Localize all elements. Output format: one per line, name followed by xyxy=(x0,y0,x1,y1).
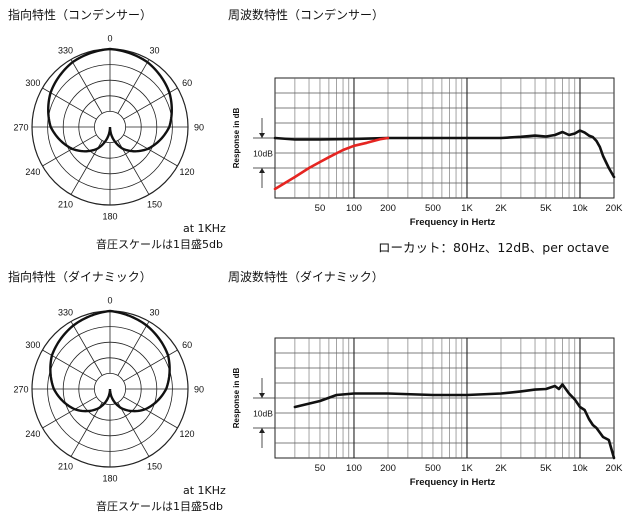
polar-title-dynamic: 指向特性（ダイナミック） xyxy=(8,270,152,284)
x-tick-label: 5K xyxy=(540,203,552,214)
x-tick-label: 200 xyxy=(380,203,396,214)
x-tick-label: 500 xyxy=(425,463,441,474)
x-tick-label: 1K xyxy=(461,463,473,474)
polar-spoke xyxy=(42,396,97,429)
lowcut-note: ローカット：80Hz、12dB、per octave xyxy=(378,240,610,255)
x-tick-label: 5K xyxy=(540,463,552,474)
x-tick-label: 500 xyxy=(425,203,441,214)
db-marker-label: 10dB xyxy=(253,149,273,159)
polar-angle-label: 150 xyxy=(147,462,162,472)
y-axis-label: Response in dB xyxy=(232,108,241,169)
polar-spoke xyxy=(117,59,150,114)
x-tick-label: 2K xyxy=(495,203,507,214)
x-tick-label: 50 xyxy=(315,463,326,474)
freq-title-dynamic: 周波数特性（ダイナミック） xyxy=(228,270,384,284)
polar-angle-label: 60 xyxy=(182,340,192,350)
polar-angle-label: 300 xyxy=(25,78,40,88)
frequency-chart-condenser: 50 100 200 500 1K 2K 5K 10k 20K Frequency in Hert… xyxy=(232,77,624,228)
polar-angle-label: 270 xyxy=(13,385,28,395)
polar-pattern-curve xyxy=(47,47,173,153)
x-tick-label: 1K xyxy=(461,203,473,214)
polar-title-condenser: 指向特性（コンデンサー） xyxy=(8,8,153,22)
x-axis-label: Frequency in Hertz xyxy=(410,477,496,488)
polar-spoke xyxy=(123,134,178,167)
polar-angle-label: 300 xyxy=(25,340,40,350)
polar-angle-label: 60 xyxy=(182,78,192,88)
polar-angle-label: 210 xyxy=(58,200,73,210)
arrow-up-icon xyxy=(259,168,265,173)
polar-angle-label: 330 xyxy=(58,307,73,317)
response-curve xyxy=(273,136,390,191)
db-marker-label: 10dB xyxy=(253,409,273,419)
polar-angle-label: 120 xyxy=(180,167,195,177)
polar-note-freq-dynamic: at 1KHz xyxy=(183,484,226,497)
polar-spoke xyxy=(117,321,150,376)
arrow-down-icon xyxy=(259,133,265,138)
x-tick-label: 20K xyxy=(606,463,624,474)
x-tick-label: 10k xyxy=(572,203,588,214)
polar-spoke xyxy=(70,402,103,457)
polar-spoke xyxy=(70,59,103,114)
polar-angle-label: 0 xyxy=(107,296,112,306)
polar-spoke xyxy=(123,396,178,429)
polar-angle-label: 270 xyxy=(13,123,28,133)
polar-spoke xyxy=(117,402,150,457)
freq-title-condenser: 周波数特性（コンデンサー） xyxy=(228,8,385,22)
x-axis-label: Frequency in Hertz xyxy=(410,217,496,228)
x-tick-label: 200 xyxy=(380,463,396,474)
frequency-chart-dynamic: 50 100 200 500 1K 2K 5K 10k 20K Frequency in Hert… xyxy=(232,337,624,488)
polar-angle-label: 330 xyxy=(58,45,73,55)
polar-angle-label: 30 xyxy=(149,307,159,317)
y-axis-label: Response in dB xyxy=(232,368,241,429)
arrow-down-icon xyxy=(259,393,265,398)
polar-angle-label: 210 xyxy=(58,462,73,472)
polar-chart-condenser: 0 30 60 90 120 150 180 210 240 270 300 330 xyxy=(13,34,204,222)
polar-angle-label: 240 xyxy=(25,429,40,439)
x-tick-label: 100 xyxy=(346,203,362,214)
polar-angle-label: 180 xyxy=(102,474,117,484)
polar-note-freq-condenser: at 1KHz xyxy=(183,222,226,235)
polar-angle-label: 150 xyxy=(147,200,162,210)
polar-spoke xyxy=(42,134,97,167)
polar-spoke xyxy=(70,321,103,376)
polar-note-scale-dynamic: 音圧スケールは1目盛5db xyxy=(96,500,223,513)
polar-angle-label: 90 xyxy=(194,385,204,395)
polar-angle-label: 30 xyxy=(149,45,159,55)
arrow-up-icon xyxy=(259,428,265,433)
polar-angle-label: 180 xyxy=(102,212,117,222)
polar-chart-dynamic: 0 30 60 90 120 150 180 210 240 270 300 330 xyxy=(13,296,204,484)
x-tick-label: 20K xyxy=(606,203,624,214)
response-curve xyxy=(293,383,616,460)
polar-angle-label: 90 xyxy=(194,123,204,133)
polar-angle-label: 240 xyxy=(25,167,40,177)
polar-angle-label: 120 xyxy=(180,429,195,439)
polar-note-scale-condenser: 音圧スケールは1目盛5db xyxy=(96,238,223,251)
x-tick-label: 50 xyxy=(315,203,326,214)
polar-angle-label: 0 xyxy=(107,34,112,44)
x-tick-label: 100 xyxy=(346,463,362,474)
x-tick-label: 10k xyxy=(572,463,588,474)
x-tick-label: 2K xyxy=(495,463,507,474)
polar-pattern-curve xyxy=(49,309,171,413)
